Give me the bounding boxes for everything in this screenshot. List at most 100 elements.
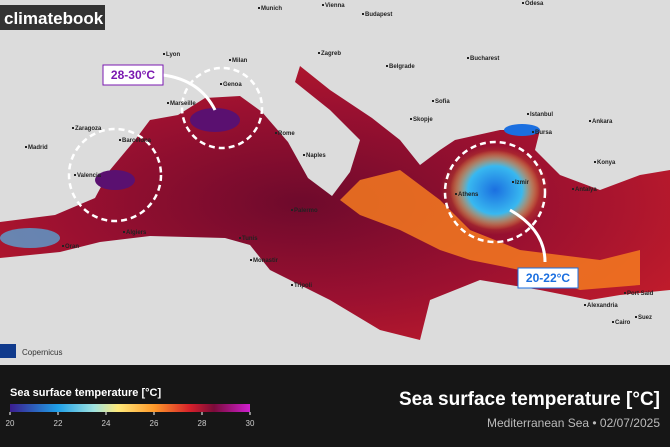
city-dot bbox=[72, 127, 74, 129]
city-dot bbox=[291, 209, 293, 211]
city-dot bbox=[594, 161, 596, 163]
city-dot bbox=[572, 188, 574, 190]
colorbar bbox=[10, 404, 250, 412]
city-label: Ankara bbox=[592, 119, 613, 125]
city-label: Cairo bbox=[615, 320, 631, 326]
city-dot bbox=[25, 146, 27, 148]
city-dot bbox=[455, 193, 457, 195]
city-dot bbox=[410, 118, 412, 120]
title: Sea surface temperature [°C] bbox=[399, 389, 660, 410]
city-label: Alexandria bbox=[587, 303, 618, 309]
sea-hot bbox=[190, 108, 240, 132]
city-dot bbox=[275, 132, 277, 134]
city-dot bbox=[250, 259, 252, 261]
city-dot bbox=[239, 237, 241, 239]
city-label: Izmir bbox=[515, 180, 530, 186]
city-label: Genoa bbox=[223, 82, 242, 88]
city-label: Istanbul bbox=[530, 112, 553, 118]
city-dot bbox=[386, 65, 388, 67]
highlight-circles bbox=[67, 66, 547, 244]
legend-tick-label: 26 bbox=[150, 419, 159, 428]
city-dot bbox=[624, 292, 626, 294]
city-label: Palermo bbox=[294, 208, 318, 214]
city-label: Munich bbox=[261, 6, 282, 12]
city-dot bbox=[612, 321, 614, 323]
city-dot bbox=[123, 231, 125, 233]
sea-cool bbox=[450, 150, 540, 230]
legend-tick-label: 20 bbox=[6, 419, 15, 428]
city-labels: Munich Vienna Budapest Odesa Zagreb Belgrade B… bbox=[25, 1, 654, 326]
city-dot bbox=[229, 59, 231, 61]
city-dot bbox=[220, 83, 222, 85]
city-dot bbox=[362, 13, 364, 15]
city-label: Madrid bbox=[28, 145, 48, 151]
city-dot bbox=[74, 174, 76, 176]
city-dot bbox=[635, 316, 637, 318]
city-label: Antalya bbox=[575, 187, 597, 193]
callout-box bbox=[102, 64, 164, 86]
city-label: Athens bbox=[458, 192, 479, 198]
legend-tick-label: 30 bbox=[246, 419, 255, 428]
city-dot bbox=[532, 131, 534, 133]
city-label: Lyon bbox=[166, 52, 180, 58]
city-label: Odesa bbox=[525, 1, 544, 7]
partner-logo: Copernicus bbox=[22, 348, 62, 357]
legend-tick-label: 22 bbox=[54, 419, 63, 428]
city-label: Tunis bbox=[242, 236, 258, 242]
city-dot bbox=[303, 154, 305, 156]
legend-tick-label: 28 bbox=[198, 419, 207, 428]
city-label: Rome bbox=[278, 131, 295, 137]
callout: 20-22°C bbox=[526, 271, 570, 285]
city-dot bbox=[467, 57, 469, 59]
city-label: Algiers bbox=[126, 230, 147, 236]
city-label: Vienna bbox=[325, 3, 345, 9]
city-label: Suez bbox=[638, 315, 652, 321]
callout: 28-30°C bbox=[111, 68, 155, 82]
callout-arrows bbox=[162, 73, 547, 263]
city-dot bbox=[512, 181, 514, 183]
city-label: Valencia bbox=[77, 173, 102, 179]
city-dot bbox=[167, 102, 169, 104]
city-dot bbox=[522, 2, 524, 4]
city-dot bbox=[589, 120, 591, 122]
city-dot bbox=[62, 245, 64, 247]
sea-cool bbox=[504, 124, 540, 136]
eu-flag bbox=[0, 344, 16, 358]
city-label: Bursa bbox=[535, 130, 553, 136]
city-label: Monastir bbox=[253, 258, 279, 264]
city-dot bbox=[258, 7, 260, 9]
city-dot bbox=[318, 52, 320, 54]
callout-box bbox=[517, 267, 579, 289]
city-label: Naples bbox=[306, 153, 326, 159]
city-dot bbox=[527, 113, 529, 115]
city-label: Barcelona bbox=[122, 138, 152, 144]
city-label: Budapest bbox=[365, 12, 392, 18]
city-dot bbox=[322, 4, 324, 6]
subtitle: Mediterranean Sea • 02/07/2025 bbox=[487, 416, 660, 430]
city-label: Sofia bbox=[435, 99, 450, 105]
sea-warm bbox=[340, 170, 640, 290]
legend-tick-label: 24 bbox=[102, 419, 111, 428]
city-dot bbox=[584, 304, 586, 306]
city-label: Zagreb bbox=[321, 51, 341, 57]
city-label: Belgrade bbox=[389, 64, 415, 70]
sea-hot bbox=[95, 170, 135, 190]
city-dot bbox=[291, 284, 293, 286]
city-label: Tripoli bbox=[294, 283, 312, 289]
city-label: Konya bbox=[597, 160, 616, 166]
city-label: Marseille bbox=[170, 101, 196, 107]
city-dot bbox=[119, 139, 121, 141]
city-label: Milan bbox=[232, 58, 248, 64]
city-dot bbox=[432, 100, 434, 102]
city-label: Oran bbox=[65, 244, 79, 250]
city-dot bbox=[163, 53, 165, 55]
city-label: Port Said bbox=[627, 291, 654, 297]
logo-bg bbox=[0, 5, 105, 30]
logo: climatebook bbox=[4, 9, 104, 28]
sea-cool bbox=[0, 228, 60, 248]
city-label: Bucharest bbox=[470, 56, 499, 62]
city-label: Zaragoza bbox=[75, 126, 102, 132]
legend-title: Sea surface temperature [°C] bbox=[10, 387, 161, 399]
city-label: Skopje bbox=[413, 117, 433, 123]
